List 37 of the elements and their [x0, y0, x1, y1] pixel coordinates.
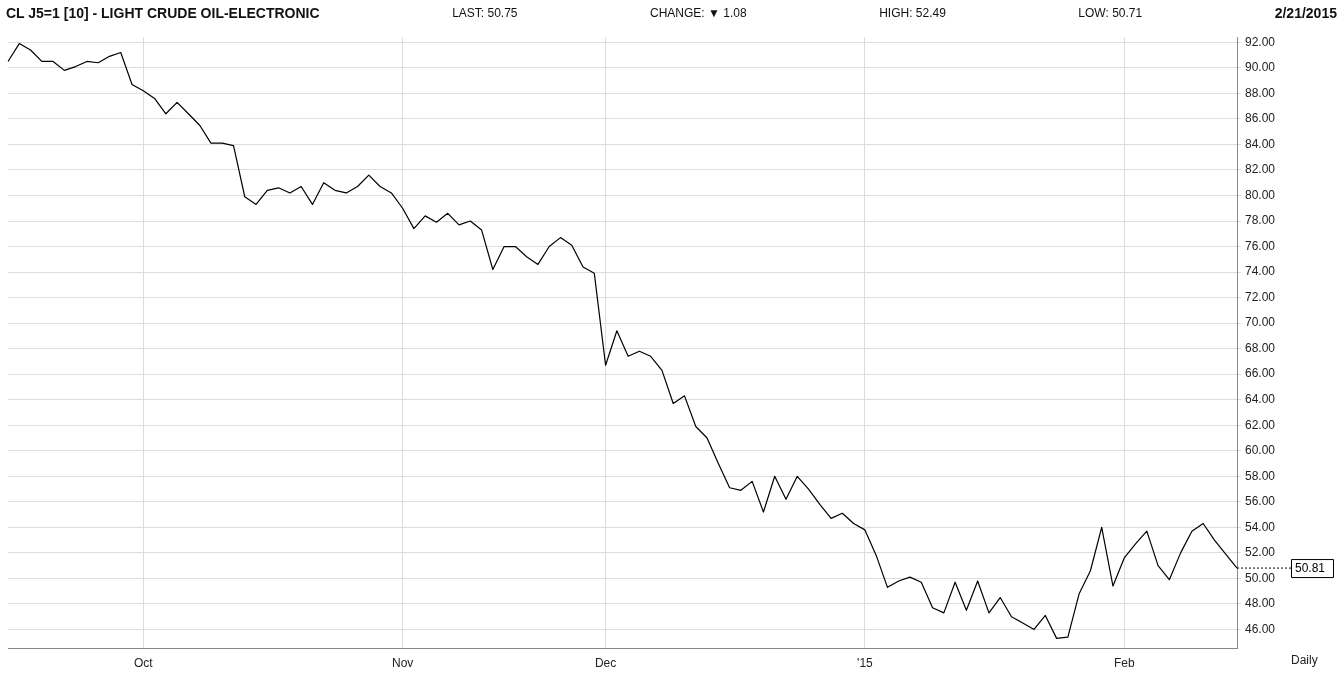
- x-axis-title: Daily: [1291, 652, 1318, 667]
- y-tick-label: 92.00: [1245, 34, 1276, 49]
- text: LOW: 50.71: [1078, 6, 1143, 20]
- y-tick-label: 52.00: [1245, 545, 1276, 560]
- y-tick-label: 72.00: [1245, 289, 1276, 304]
- x-tick-label: Nov: [391, 656, 414, 671]
- y-tick-label: 80.00: [1245, 187, 1276, 202]
- y-tick-label: 60.00: [1245, 443, 1276, 458]
- text: HIGH: 52.49: [879, 6, 946, 20]
- y-tick-label: 86.00: [1245, 111, 1276, 126]
- x-tick-label: '15: [857, 656, 874, 671]
- y-tick-label: 56.00: [1245, 494, 1276, 509]
- y-tick-label: 84.00: [1245, 136, 1276, 151]
- y-tick-label: 54.00: [1245, 519, 1276, 534]
- y-tick-label: 50.00: [1245, 570, 1276, 585]
- ref-line-label: 50.81: [1295, 561, 1326, 576]
- x-tick-label: Oct: [133, 656, 154, 671]
- y-tick-label: 70.00: [1245, 315, 1276, 330]
- x-tick-label: Feb: [1113, 656, 1135, 671]
- y-tick-label: 82.00: [1245, 162, 1276, 177]
- y-tick-label: 90.00: [1245, 60, 1276, 75]
- text: 2/21/2015: [1274, 5, 1337, 21]
- y-tick-label: 46.00: [1245, 621, 1276, 636]
- y-tick-label: 58.00: [1245, 468, 1276, 483]
- y-tick-label: 88.00: [1245, 85, 1276, 100]
- text: LAST: 50.75: [452, 6, 518, 20]
- y-tick-label: 78.00: [1245, 213, 1276, 228]
- y-tick-label: 48.00: [1245, 596, 1276, 611]
- y-tick-label: 62.00: [1245, 417, 1276, 432]
- y-tick-label: 76.00: [1245, 238, 1276, 253]
- text: CHANGE: ▼ 1.08: [650, 6, 747, 20]
- y-tick-label: 74.00: [1245, 264, 1276, 279]
- x-tick-label: Dec: [594, 656, 617, 671]
- y-tick-label: 66.00: [1245, 366, 1276, 381]
- y-tick-label: 64.00: [1245, 392, 1276, 407]
- y-tick-label: 68.00: [1245, 340, 1276, 355]
- chart-title: CL J5=1 [10] - LIGHT CRUDE OIL-ELECTRONIC: [6, 5, 320, 21]
